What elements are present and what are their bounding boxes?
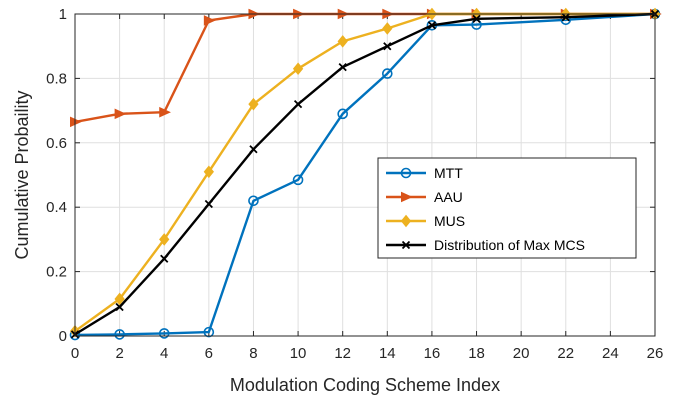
marker-cross bbox=[561, 13, 570, 22]
marker-diamond bbox=[337, 35, 348, 48]
marker-cross-stroke bbox=[383, 42, 392, 51]
y-tick-label: 0.8 bbox=[46, 70, 67, 87]
marker-cross-stroke bbox=[472, 14, 481, 23]
marker-circle bbox=[248, 195, 259, 207]
marker-cross bbox=[472, 14, 481, 23]
legend-box bbox=[377, 157, 637, 259]
marker-diamond bbox=[203, 165, 214, 179]
x-tick-label: 6 bbox=[205, 345, 213, 362]
y-tick-label: 0.2 bbox=[46, 264, 67, 281]
series-line-mtt bbox=[74, 12, 656, 337]
x-tick-label: 24 bbox=[602, 345, 619, 362]
marker-cross-stroke bbox=[160, 254, 169, 263]
legend-label: AAU bbox=[434, 189, 463, 205]
marker-circle bbox=[158, 328, 170, 339]
y-tick-label: 1 bbox=[59, 6, 67, 23]
x-tick-label: 12 bbox=[334, 345, 351, 362]
legend-label: MUS bbox=[434, 213, 465, 229]
marker-cross-stroke bbox=[427, 21, 437, 30]
x-tick-label: 22 bbox=[557, 345, 574, 362]
legend-label: Distribution of Max MCS bbox=[434, 237, 585, 253]
x-tick-label: 0 bbox=[71, 345, 79, 362]
y-axis-label: Cumulative Probaility bbox=[12, 90, 32, 259]
marker-diamond bbox=[292, 62, 304, 76]
y-tick-label: 0.6 bbox=[46, 135, 67, 152]
marker-cross-stroke bbox=[293, 100, 303, 109]
x-tick-label: 16 bbox=[424, 345, 441, 362]
x-axis-label: Modulation Coding Scheme Index bbox=[230, 375, 500, 395]
x-ticks: 0 2 4 6 8 10 12 14 16 18 20 22 24 26 bbox=[71, 14, 664, 362]
marker-circle bbox=[203, 326, 215, 338]
marker-triangle bbox=[203, 15, 216, 26]
marker-cross bbox=[401, 240, 411, 250]
marker-diamond bbox=[382, 22, 393, 35]
marker-cross bbox=[160, 254, 169, 263]
x-tick-label: 8 bbox=[249, 345, 257, 362]
x-tick-label: 4 bbox=[160, 345, 168, 362]
marker-triangle bbox=[401, 191, 413, 203]
y-ticks: 0 0.2 0.4 0.6 0.8 1 bbox=[46, 6, 655, 345]
marker-triangle bbox=[159, 106, 171, 118]
marker-cross bbox=[204, 199, 213, 209]
marker-diamond bbox=[114, 292, 125, 306]
marker-cross bbox=[383, 42, 392, 51]
marker-diamond bbox=[159, 233, 170, 246]
marker-circle bbox=[382, 68, 393, 79]
x-tick-label: 26 bbox=[647, 345, 664, 362]
y-tick-label: 0 bbox=[59, 328, 67, 345]
x-tick-label: 18 bbox=[468, 345, 485, 362]
marker-cross-stroke bbox=[561, 13, 570, 22]
marker-diamond bbox=[248, 97, 259, 111]
marker-cross bbox=[293, 100, 303, 109]
marker-cross-stroke bbox=[249, 145, 258, 154]
marker-cross-stroke bbox=[401, 240, 411, 250]
marker-cross-stroke bbox=[115, 302, 124, 312]
plot-frame bbox=[74, 13, 656, 337]
marker-cross bbox=[249, 145, 258, 154]
marker-cross-stroke bbox=[338, 62, 347, 72]
marker-triangle bbox=[114, 108, 127, 120]
x-tick-label: 14 bbox=[379, 345, 396, 362]
x-tick-label: 2 bbox=[115, 345, 123, 362]
legend: MTT AAU MUS Distribution of Max MCS bbox=[377, 157, 637, 259]
legend-label: MTT bbox=[434, 165, 463, 181]
x-tick-label: 20 bbox=[513, 345, 530, 362]
series-line-distribution-of-max-mcs bbox=[74, 12, 656, 336]
marker-cross bbox=[427, 21, 437, 30]
marker-cross bbox=[115, 302, 124, 312]
marker-circle bbox=[400, 167, 412, 179]
y-tick-label: 0.4 bbox=[46, 199, 67, 216]
marker-cross bbox=[338, 62, 347, 72]
marker-circle bbox=[114, 329, 125, 340]
marker-cross-stroke bbox=[204, 199, 213, 209]
x-tick-label: 10 bbox=[290, 345, 307, 362]
marker-circle bbox=[292, 174, 304, 186]
marker-diamond bbox=[400, 214, 412, 228]
marker-circle bbox=[337, 108, 348, 120]
